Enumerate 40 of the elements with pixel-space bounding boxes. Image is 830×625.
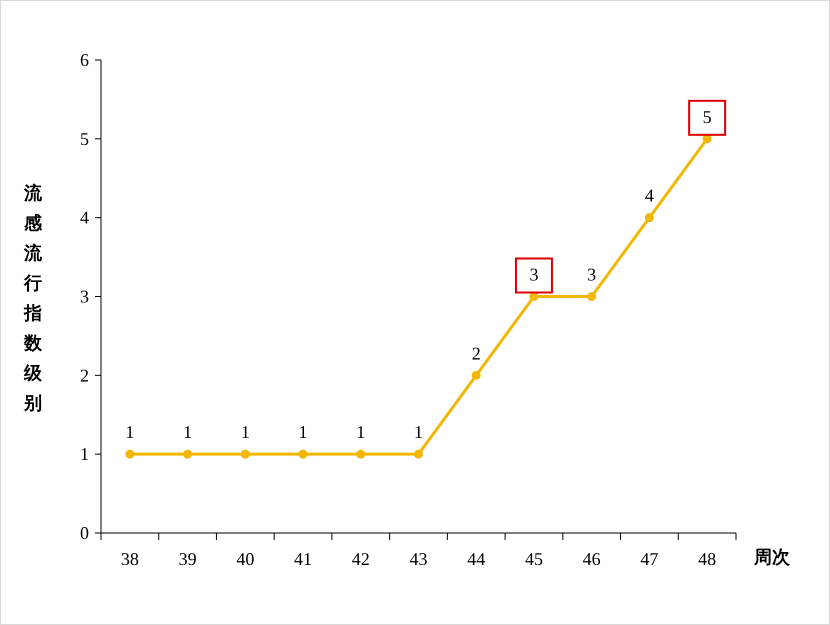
text: 1 — [183, 422, 192, 442]
x-tick-label: 38 — [120, 549, 139, 569]
y-tick-label: 5 — [80, 128, 89, 149]
x-tick-label: 48 — [698, 549, 716, 569]
point — [414, 450, 423, 459]
text: 1 — [240, 422, 250, 442]
x-tick-label: 44 — [467, 549, 486, 569]
y-tick-label: 1 — [80, 444, 89, 464]
text: 2 — [472, 343, 481, 364]
point — [240, 450, 250, 459]
y-tick-label: 0 — [80, 523, 89, 543]
annotation: 5 — [702, 106, 712, 127]
x-tick-label: 40 — [236, 549, 254, 569]
y-tick-label: 6 — [80, 50, 89, 70]
x-tick-label: 43 — [410, 549, 428, 569]
x-tick-label: 47 — [640, 549, 658, 569]
text: 1 — [125, 422, 134, 442]
text: 4 — [644, 186, 654, 206]
y-axis-title: 流感流行指数级别 — [23, 183, 43, 414]
point — [356, 450, 366, 459]
point — [644, 213, 654, 222]
y-tick-label: 3 — [80, 286, 89, 306]
x-tick-label: 41 — [294, 549, 312, 569]
x-tick-label: 45 — [524, 549, 543, 569]
x-tick-label: 39 — [178, 549, 197, 569]
x-tick-label: 46 — [582, 549, 601, 569]
annotation: 3 — [529, 264, 538, 284]
y-tick-label: 4 — [80, 208, 89, 228]
text: 3 — [587, 264, 596, 284]
x-tick-label: 42 — [352, 549, 370, 569]
point — [298, 450, 308, 459]
point — [125, 450, 134, 459]
text: 1 — [414, 422, 423, 442]
text: 1 — [356, 422, 366, 442]
y-tick-label: 2 — [80, 365, 89, 386]
x-axis-title: 周次 — [753, 547, 791, 568]
point — [587, 292, 596, 301]
point — [472, 370, 481, 380]
text: 1 — [298, 422, 308, 442]
point — [183, 450, 192, 459]
